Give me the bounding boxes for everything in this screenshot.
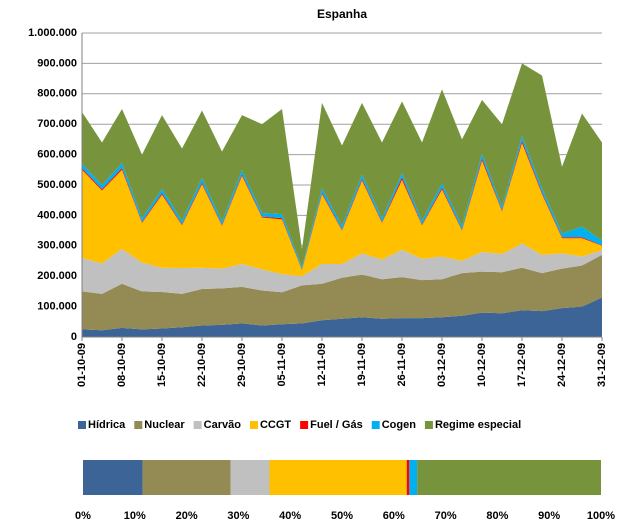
legend-swatch xyxy=(193,421,202,429)
x-tick-label: 03-12-09 xyxy=(436,343,448,387)
x-tick-label: 08-10-09 xyxy=(116,343,128,387)
y-tick-label: 500.000 xyxy=(37,179,77,191)
x-tick-label: 26-11-09 xyxy=(396,343,408,386)
legend-label: Cogen xyxy=(382,419,417,431)
x-tick-label: 30% xyxy=(227,510,249,522)
y-tick-label: 400.000 xyxy=(37,209,77,221)
legend-swatch xyxy=(300,421,309,429)
legend-swatch xyxy=(371,421,380,429)
legend-swatch xyxy=(424,421,433,429)
area xyxy=(82,243,602,294)
x-tick-label: 50% xyxy=(331,510,353,522)
x-tick-label: 20% xyxy=(176,510,198,522)
x-tick-label: 80% xyxy=(486,510,508,522)
bar-segment xyxy=(409,460,418,495)
y-tick-label: 300.000 xyxy=(37,240,77,252)
x-tick-label: 90% xyxy=(538,510,560,522)
x-tick-label: 17-12-09 xyxy=(516,343,528,387)
x-tick-label: 22-10-09 xyxy=(196,343,208,387)
y-tick-label: 900.000 xyxy=(37,57,77,69)
area xyxy=(82,297,602,337)
x-tick-label: 40% xyxy=(279,510,301,522)
legend-swatch xyxy=(249,421,258,429)
chart-title: Espanha xyxy=(317,7,367,21)
bar-segment xyxy=(417,460,601,495)
bar-segment xyxy=(230,460,270,495)
x-tick-label: 10-12-09 xyxy=(476,343,488,387)
legend-label: Regime especial xyxy=(435,419,521,431)
x-tick-label: 31-12-09 xyxy=(596,343,608,387)
bar-segment xyxy=(83,460,143,495)
y-tick-label: 100.000 xyxy=(37,301,77,313)
x-tick-label: 15-10-09 xyxy=(156,343,168,387)
legend-label: Fuel / Gás xyxy=(310,419,363,431)
legend-label: Nuclear xyxy=(144,419,185,431)
x-tick-label: 100% xyxy=(587,510,615,522)
y-tick-label: 0 xyxy=(71,331,77,343)
area xyxy=(82,63,602,268)
y-tick-label: 800.000 xyxy=(37,88,77,100)
legend-swatch xyxy=(78,421,86,429)
bar-segment xyxy=(269,460,407,495)
x-tick-label: 19-11-09 xyxy=(356,343,368,386)
y-tick-label: 700.000 xyxy=(37,118,77,130)
y-tick-label: 600.000 xyxy=(37,149,77,161)
legend-label: Hídrica xyxy=(88,419,126,431)
x-tick-label: 05-11-09 xyxy=(276,343,288,386)
legend-label: CCGT xyxy=(260,419,291,431)
x-tick-label: 0% xyxy=(75,510,91,522)
x-tick-label: 60% xyxy=(383,510,405,522)
x-tick-label: 70% xyxy=(435,510,457,522)
legend-swatch xyxy=(134,421,143,429)
y-tick-label: 1.000.000 xyxy=(28,27,77,39)
y-tick-label: 200.000 xyxy=(37,270,77,282)
legend-label: Carvão xyxy=(204,419,242,431)
x-tick-label: 29-10-09 xyxy=(236,343,248,387)
x-tick-label: 12-11-09 xyxy=(316,343,328,386)
x-tick-label: 10% xyxy=(124,510,146,522)
area xyxy=(82,254,602,331)
bar-segment xyxy=(406,460,410,495)
x-tick-label: 24-12-09 xyxy=(556,343,568,387)
area xyxy=(82,143,602,277)
x-tick-label: 01-10-09 xyxy=(76,343,88,387)
bar-segment xyxy=(142,460,231,495)
